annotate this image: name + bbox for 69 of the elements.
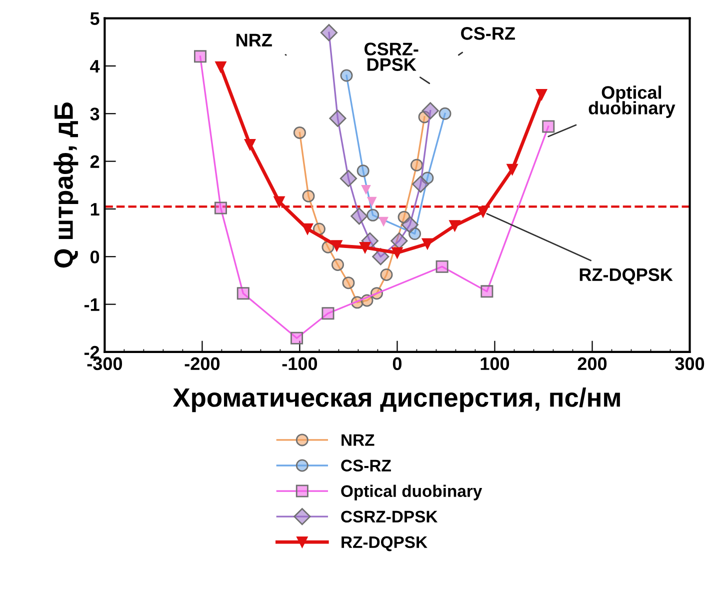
point (438, 107, 452, 120)
point (329, 110, 346, 127)
point (340, 69, 353, 82)
point (290, 332, 304, 344)
point (366, 208, 380, 222)
y-tick-label: 1 (90, 203, 100, 216)
point (480, 285, 494, 298)
point (449, 220, 460, 232)
point (359, 242, 371, 254)
point (312, 222, 326, 236)
legend-label: RZ-DQPSK (342, 536, 428, 552)
y-tick-label: 4 (90, 60, 100, 73)
point (372, 248, 390, 266)
legend-label: CS-RZ (341, 460, 391, 472)
point (390, 232, 408, 250)
annotation: Optical duobinary (588, 86, 676, 118)
point (422, 238, 434, 250)
point (274, 196, 285, 208)
x-tick-label: 100 (480, 357, 510, 370)
annotation: NRZ (236, 34, 272, 46)
point (322, 307, 334, 320)
point (194, 50, 206, 63)
point (361, 184, 371, 195)
point (401, 216, 418, 234)
point (477, 206, 489, 218)
point (215, 61, 226, 72)
y-tick-label: 3 (90, 108, 100, 120)
x-tick-label: 200 (578, 357, 607, 370)
legend-label: Optical duobinary (341, 484, 482, 500)
annotation: RZ-DQPSK (580, 268, 673, 284)
point (331, 258, 344, 271)
legend-label: CSRZ-DPSK (341, 510, 438, 523)
y-tick-label: -1 (84, 298, 100, 311)
x-axis-title: Хроматическая дисперстия, пс/нм (172, 388, 620, 412)
legend-label: NRZ (342, 434, 374, 446)
annotation: CS-RZ (461, 27, 515, 40)
point (366, 196, 377, 207)
point (542, 120, 555, 133)
y-axis-title: Q штраф, дБ (54, 102, 78, 268)
y-tick-label: 5 (90, 12, 100, 26)
y-tick-label: 2 (90, 155, 100, 168)
point (214, 202, 227, 214)
point (236, 287, 250, 300)
point (410, 158, 423, 172)
point (342, 276, 355, 290)
y-tick-label: 0 (90, 250, 100, 264)
point (378, 216, 388, 227)
point (293, 126, 306, 139)
point (380, 268, 393, 281)
point (356, 164, 370, 178)
point (340, 170, 358, 188)
x-tick-label: -300 (87, 357, 122, 370)
point (350, 208, 368, 225)
point (506, 164, 518, 175)
point (302, 190, 315, 202)
annotation: CSRZ- DPSK (364, 42, 418, 71)
point (244, 139, 256, 150)
point (436, 260, 448, 273)
point (422, 102, 439, 120)
point (331, 240, 342, 252)
x-tick-label: 300 (675, 357, 704, 370)
x-tick-label: 0 (392, 357, 402, 370)
point (320, 24, 338, 42)
point (536, 89, 548, 100)
point (412, 176, 430, 193)
point (392, 247, 403, 258)
x-tick-label: -100 (282, 357, 318, 370)
x-tick-label: -200 (184, 357, 220, 370)
point (302, 223, 314, 235)
